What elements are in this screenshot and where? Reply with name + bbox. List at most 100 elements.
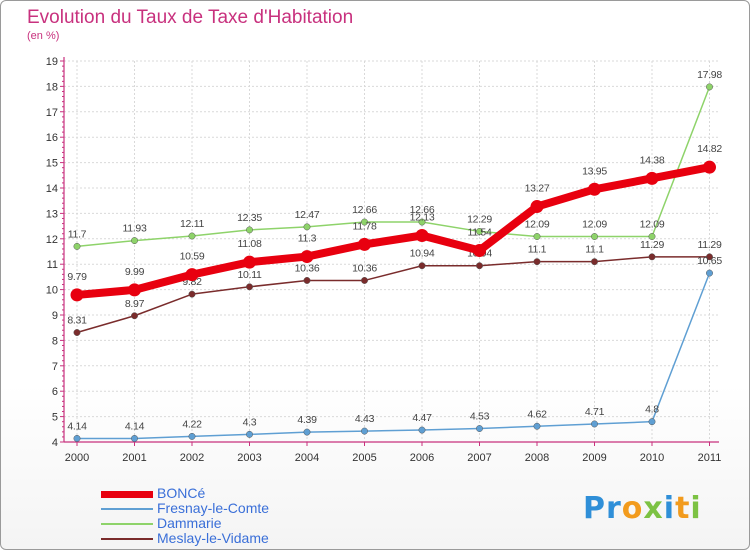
data-point-bonc: [415, 228, 429, 242]
data-label-fresnay-le-comte: 4.71: [585, 406, 605, 418]
data-label-dammarie: 12.66: [410, 204, 435, 216]
x-tick-label: 2002: [180, 452, 204, 464]
data-label-bonc: 9.99: [125, 266, 145, 278]
data-point-meslay-le-vidame: [361, 277, 368, 284]
y-tick-label: 18: [46, 81, 58, 93]
data-label-bonc: 13.27: [525, 183, 550, 195]
data-label-meslay-le-vidame: 11.1: [585, 244, 604, 256]
data-point-bonc: [128, 283, 141, 297]
data-label-bonc: 10.59: [180, 251, 205, 263]
data-point-meslay-le-vidame: [591, 258, 598, 266]
data-label-meslay-le-vidame: 10.36: [352, 262, 377, 274]
data-label-meslay-le-vidame: 8.97: [125, 298, 145, 310]
data-label-meslay-le-vidame: 10.94: [410, 248, 435, 260]
data-point-meslay-le-vidame: [533, 258, 541, 266]
y-tick-label: 14: [46, 183, 58, 195]
data-point-meslay-le-vidame: [246, 283, 253, 291]
data-label-fresnay-le-comte: 4.3: [243, 416, 257, 428]
series-line-dammarie: [76, 86, 711, 248]
legend-label-dammarie: Dammarie: [157, 515, 222, 531]
data-point-dammarie: [533, 233, 541, 240]
data-label-fresnay-le-comte: 10.65: [697, 255, 722, 267]
data-label-meslay-le-vidame: 10.11: [238, 269, 262, 281]
y-tick-label: 6: [52, 386, 58, 398]
data-point-dammarie: [188, 232, 196, 240]
data-point-bonc: [703, 160, 716, 174]
data-point-meslay-le-vidame: [73, 329, 81, 336]
data-point-fresnay-le-comte: [706, 269, 713, 277]
legend-swatch-bonce: [101, 490, 153, 498]
data-label-meslay-le-vidame: 11.29: [640, 239, 664, 251]
y-tick-label: 19: [46, 56, 58, 68]
y-tick-label: 13: [46, 208, 58, 220]
x-tick-label: 2001: [122, 452, 146, 464]
series-line-fresnay-le-comte: [76, 272, 711, 440]
data-point-meslay-le-vidame: [476, 262, 483, 270]
data-point-meslay-le-vidame: [418, 262, 426, 270]
data-point-bonc: [473, 243, 486, 257]
logo-letter: i: [690, 491, 702, 526]
data-label-bonc: 11.78: [353, 220, 377, 232]
y-tick-label: 16: [46, 132, 58, 144]
y-tick-label: 4: [52, 437, 58, 449]
data-point-bonc: [645, 171, 659, 185]
data-label-meslay-le-vidame: 10.36: [295, 262, 320, 274]
data-point-bonc: [70, 288, 84, 302]
data-point-fresnay-le-comte: [476, 425, 483, 432]
data-label-bonc: 11.3: [298, 233, 317, 245]
data-label-dammarie: 17.98: [697, 69, 722, 81]
logo-letter: P: [583, 491, 606, 526]
legend-label-meslay: Meslay-le-Vidame: [157, 530, 269, 546]
data-label-fresnay-le-comte: 4.43: [355, 413, 375, 425]
data-label-dammarie: 11.93: [123, 223, 147, 235]
data-label-fresnay-le-comte: 4.39: [297, 414, 317, 426]
y-tick-label: 10: [46, 285, 58, 297]
data-point-meslay-le-vidame: [648, 253, 656, 261]
data-label-fresnay-le-comte: 4.62: [527, 408, 547, 420]
data-label-bonc: 14.38: [640, 154, 665, 166]
data-point-dammarie: [73, 242, 81, 250]
legend-swatch-dammarie: [101, 523, 153, 525]
data-label-bonc: 13.95: [582, 165, 607, 177]
data-label-bonc: 9.79: [67, 271, 87, 283]
y-tick-label: 11: [47, 259, 58, 271]
data-label-dammarie: 12.47: [295, 209, 320, 221]
data-point-fresnay-le-comte: [418, 426, 426, 434]
x-tick-label: 2010: [640, 452, 664, 464]
data-point-dammarie: [361, 218, 368, 226]
legend-swatch-meslay: [101, 538, 153, 540]
chart-title: Evolution du Taux de Taxe d'Habitation: [27, 7, 354, 28]
x-tick-label: 2000: [65, 452, 89, 464]
data-label-dammarie: 12.09: [582, 219, 607, 231]
proxiti-logo: Proxiti: [583, 491, 702, 526]
data-point-meslay-le-vidame: [188, 290, 196, 298]
data-point-dammarie: [131, 237, 138, 245]
series-line-bonc: [73, 163, 714, 299]
legend-swatch-fresnay: [101, 508, 153, 510]
data-point-dammarie: [648, 233, 656, 240]
data-label-dammarie: 11.7: [68, 228, 87, 240]
data-label-meslay-le-vidame: 11.1: [528, 244, 547, 256]
data-point-bonc: [588, 182, 601, 196]
data-point-meslay-le-vidame: [303, 277, 311, 284]
legend-label-fresnay: Fresnay-le-Comte: [157, 500, 270, 516]
x-tick-label: 2007: [467, 452, 491, 464]
logo-letter: i: [663, 491, 676, 526]
y-tick-label: 7: [52, 361, 58, 373]
data-point-bonc: [185, 268, 199, 282]
data-label-fresnay-le-comte: 4.8: [645, 404, 659, 416]
logo-letter: o: [621, 491, 644, 526]
logo-letter: r: [606, 491, 622, 526]
data-point-meslay-le-vidame: [706, 253, 713, 261]
data-point-fresnay-le-comte: [73, 434, 81, 442]
legend-label-bonce: BONCé: [157, 485, 206, 501]
data-point-dammarie: [246, 226, 253, 234]
data-point-meslay-le-vidame: [131, 312, 138, 320]
data-label-dammarie: 12.29: [467, 213, 492, 225]
data-label-dammarie: 12.66: [352, 204, 377, 216]
data-label-dammarie: 12.11: [180, 218, 204, 230]
data-point-fresnay-le-comte: [131, 434, 138, 442]
data-label-meslay-le-vidame: 8.31: [67, 315, 87, 327]
x-tick-label: 2004: [295, 452, 319, 464]
